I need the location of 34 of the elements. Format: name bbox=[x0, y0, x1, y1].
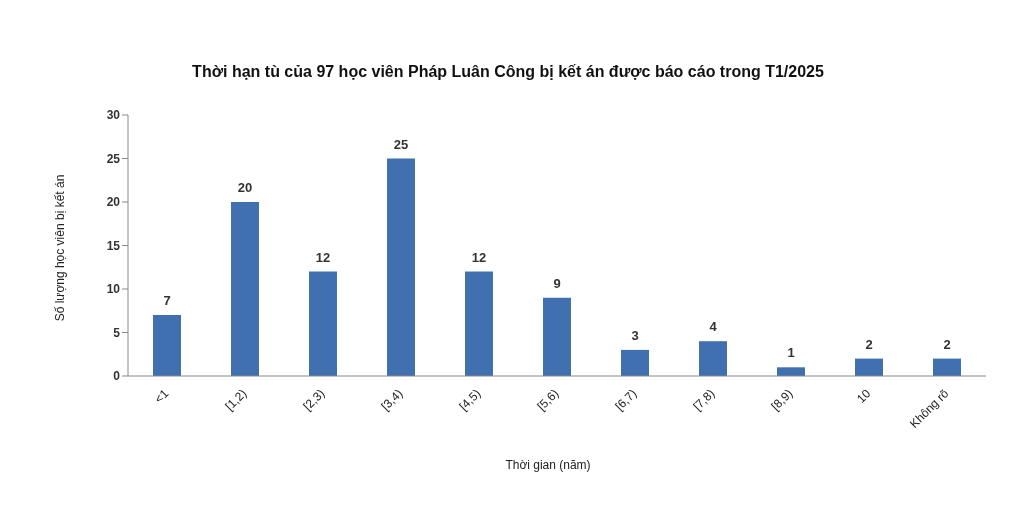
x-tick-label: <1 bbox=[151, 386, 172, 407]
bar bbox=[933, 358, 961, 376]
data-label: 20 bbox=[237, 180, 253, 195]
y-tick-label: 20 bbox=[106, 195, 121, 210]
chart-title: Thời hạn tù của 97 học viên Pháp Luân Công bị kết án được báo cáo trong T1/2025 bbox=[191, 63, 825, 81]
bar bbox=[699, 341, 727, 376]
bar bbox=[543, 297, 571, 376]
x-axis-title: Thời gian (năm) bbox=[504, 458, 592, 472]
data-label: 3 bbox=[631, 327, 639, 343]
y-tick-label: 25 bbox=[106, 151, 121, 166]
data-label: 12 bbox=[315, 249, 331, 265]
y-axis-title: Số lượng học viên bị kết án bbox=[53, 174, 67, 322]
data-label: 25 bbox=[393, 136, 409, 152]
y-tick-label: 0 bbox=[113, 369, 121, 384]
y-tick-label: 30 bbox=[106, 108, 121, 123]
data-label: 2 bbox=[865, 336, 873, 352]
y-tick-label: 10 bbox=[106, 282, 121, 297]
bar bbox=[231, 202, 259, 376]
y-tick-label: 15 bbox=[106, 238, 121, 253]
bar bbox=[309, 271, 337, 376]
bar bbox=[387, 158, 415, 376]
bar bbox=[855, 358, 883, 376]
bar bbox=[621, 349, 649, 376]
bar bbox=[777, 367, 805, 376]
bar bbox=[465, 271, 493, 376]
bar bbox=[153, 315, 181, 376]
data-label: 7 bbox=[163, 293, 171, 309]
x-tick-label: 10 bbox=[854, 386, 874, 406]
data-label: 4 bbox=[709, 319, 718, 335]
y-tick-label: 5 bbox=[113, 325, 121, 340]
data-label: 12 bbox=[471, 249, 487, 265]
data-label: 9 bbox=[553, 275, 561, 291]
data-label: 2 bbox=[943, 336, 951, 352]
data-label: 1 bbox=[787, 345, 795, 361]
